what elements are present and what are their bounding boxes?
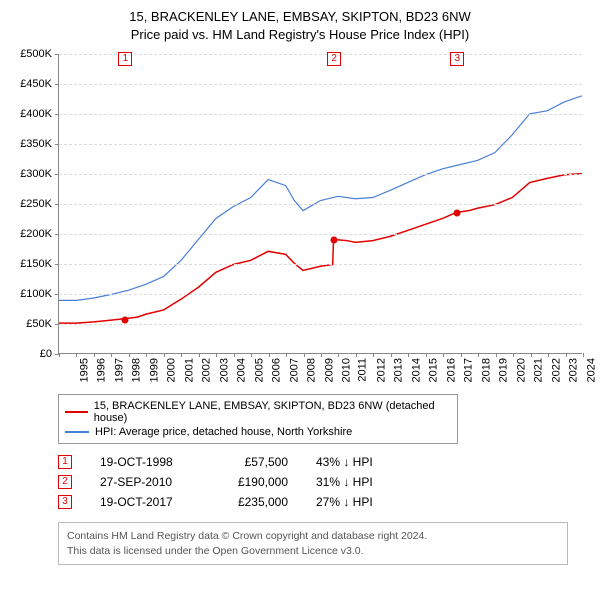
legend-swatch bbox=[65, 431, 89, 433]
transaction-diff: 27% ↓ HPI bbox=[316, 495, 396, 509]
series-property bbox=[59, 174, 582, 324]
x-axis-label: 2008 bbox=[306, 358, 318, 382]
plot-area: 1 2 3 bbox=[58, 54, 582, 354]
x-axis-label: 2000 bbox=[166, 358, 178, 382]
transaction-marker: 2 bbox=[58, 475, 72, 489]
transaction-row: 3 19-OCT-2017 £235,000 27% ↓ HPI bbox=[58, 492, 590, 512]
chart-container: 15, BRACKENLEY LANE, EMBSAY, SKIPTON, BD… bbox=[0, 0, 600, 573]
x-axis-label: 2017 bbox=[463, 358, 475, 382]
transaction-row: 1 19-OCT-1998 £57,500 43% ↓ HPI bbox=[58, 452, 590, 472]
footer-line-2: This data is licensed under the Open Gov… bbox=[67, 544, 559, 558]
title-line-2: Price paid vs. HM Land Registry's House … bbox=[10, 26, 590, 44]
marker-box: 1 bbox=[118, 52, 132, 66]
y-axis-label: £400K bbox=[20, 108, 52, 120]
marker-dot bbox=[454, 210, 461, 217]
transaction-date: 19-OCT-2017 bbox=[100, 495, 190, 509]
x-axis-label: 2022 bbox=[550, 358, 562, 382]
y-axis-label: £350K bbox=[20, 138, 52, 150]
transaction-marker: 3 bbox=[58, 495, 72, 509]
x-axis-label: 1996 bbox=[96, 358, 108, 382]
x-axis-label: 2019 bbox=[498, 358, 510, 382]
title-line-1: 15, BRACKENLEY LANE, EMBSAY, SKIPTON, BD… bbox=[10, 8, 590, 26]
y-axis-label: £150K bbox=[20, 258, 52, 270]
x-axis-label: 1997 bbox=[113, 358, 125, 382]
x-axis-label: 2021 bbox=[533, 358, 545, 382]
x-axis-label: 2024 bbox=[585, 358, 597, 382]
chart-area: 1 2 3 £0 £50K £100K £150K £200K £250K £300K £350K… bbox=[10, 50, 590, 390]
x-axis-label: 2011 bbox=[357, 358, 369, 382]
x-axis-label: 1999 bbox=[148, 358, 160, 382]
x-axis-label: 2004 bbox=[236, 358, 248, 382]
transaction-date: 19-OCT-1998 bbox=[100, 455, 190, 469]
legend-swatch bbox=[65, 411, 88, 413]
legend-label: HPI: Average price, detached house, Nort… bbox=[95, 426, 352, 438]
x-axis-label: 2003 bbox=[218, 358, 230, 382]
y-axis-label: £450K bbox=[20, 78, 52, 90]
transaction-marker: 1 bbox=[58, 455, 72, 469]
legend-item: HPI: Average price, detached house, Nort… bbox=[65, 425, 451, 439]
x-axis-label: 2012 bbox=[375, 358, 387, 382]
x-axis-label: 2001 bbox=[183, 358, 195, 382]
legend: 15, BRACKENLEY LANE, EMBSAY, SKIPTON, BD… bbox=[58, 394, 458, 444]
x-axis-label: 2005 bbox=[253, 358, 265, 382]
x-axis-label: 2006 bbox=[271, 358, 283, 382]
x-axis-label: 2020 bbox=[515, 358, 527, 382]
transaction-diff: 31% ↓ HPI bbox=[316, 475, 396, 489]
x-axis-label: 1998 bbox=[131, 358, 143, 382]
y-axis-label: £300K bbox=[20, 168, 52, 180]
footer-line-1: Contains HM Land Registry data © Crown c… bbox=[67, 529, 559, 543]
marker-box: 2 bbox=[327, 52, 341, 66]
x-axis-label: 2002 bbox=[201, 358, 213, 382]
transactions-table: 1 19-OCT-1998 £57,500 43% ↓ HPI 2 27-SEP-2010… bbox=[58, 452, 590, 512]
marker-box: 3 bbox=[450, 52, 464, 66]
x-axis-label: 2016 bbox=[445, 358, 457, 382]
x-axis-label: 2014 bbox=[410, 358, 422, 382]
title-block: 15, BRACKENLEY LANE, EMBSAY, SKIPTON, BD… bbox=[10, 8, 590, 44]
transaction-date: 27-SEP-2010 bbox=[100, 475, 190, 489]
marker-dot bbox=[331, 237, 338, 244]
transaction-diff: 43% ↓ HPI bbox=[316, 455, 396, 469]
x-axis-label: 2018 bbox=[480, 358, 492, 382]
y-axis-label: £50K bbox=[26, 318, 52, 330]
legend-item: 15, BRACKENLEY LANE, EMBSAY, SKIPTON, BD… bbox=[65, 399, 451, 425]
x-axis-label: 1995 bbox=[78, 358, 90, 382]
y-axis-label: £250K bbox=[20, 198, 52, 210]
x-axis-label: 2015 bbox=[428, 358, 440, 382]
y-axis-label: £200K bbox=[20, 228, 52, 240]
transaction-row: 2 27-SEP-2010 £190,000 31% ↓ HPI bbox=[58, 472, 590, 492]
transaction-price: £190,000 bbox=[218, 475, 288, 489]
y-axis-label: £100K bbox=[20, 288, 52, 300]
attribution-footer: Contains HM Land Registry data © Crown c… bbox=[58, 522, 568, 564]
x-axis-label: 2013 bbox=[393, 358, 405, 382]
x-axis-label: 2009 bbox=[323, 358, 335, 382]
transaction-price: £235,000 bbox=[218, 495, 288, 509]
x-axis-label: 2007 bbox=[288, 358, 300, 382]
series-hpi bbox=[59, 96, 582, 301]
y-axis-label: £500K bbox=[20, 48, 52, 60]
x-axis-label: 2023 bbox=[568, 358, 580, 382]
x-axis-label: 2010 bbox=[340, 358, 352, 382]
y-axis-label: £0 bbox=[40, 348, 52, 360]
marker-dot bbox=[122, 316, 129, 323]
legend-label: 15, BRACKENLEY LANE, EMBSAY, SKIPTON, BD… bbox=[94, 400, 451, 424]
transaction-price: £57,500 bbox=[218, 455, 288, 469]
